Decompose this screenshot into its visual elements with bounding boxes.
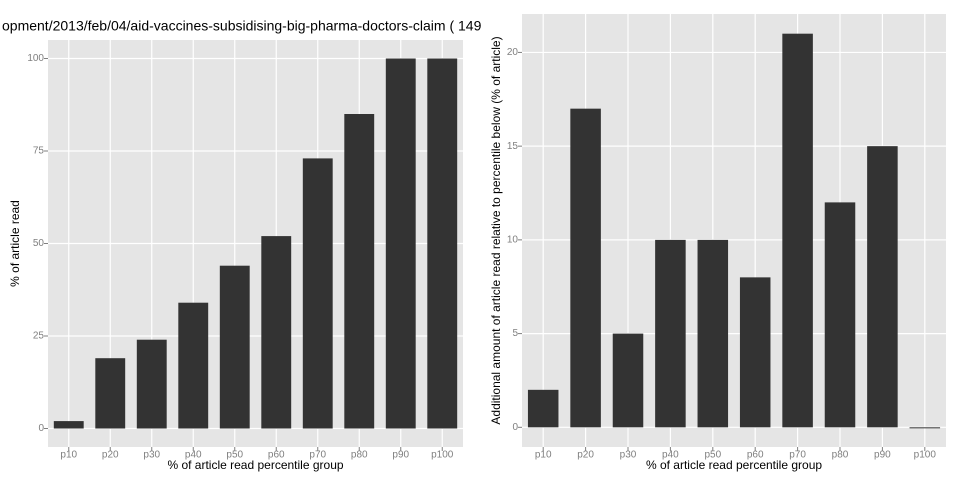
x-tick-label: p90 bbox=[392, 450, 409, 461]
x-tick-label: p10 bbox=[60, 450, 77, 461]
y-tick-label: 25 bbox=[33, 331, 45, 342]
y-tick-label: 5 bbox=[512, 328, 518, 339]
bar bbox=[824, 202, 856, 428]
bar bbox=[655, 239, 686, 428]
y-tick-label: 75 bbox=[33, 146, 45, 157]
y-axis-label: % of article read bbox=[8, 200, 22, 287]
x-tick-label: p20 bbox=[102, 450, 119, 461]
x-tick-label: p70 bbox=[789, 450, 806, 461]
bar bbox=[385, 58, 416, 429]
bar bbox=[612, 333, 644, 428]
bar bbox=[782, 33, 813, 428]
y-tick-label: 0 bbox=[38, 423, 44, 434]
x-tick-label: p80 bbox=[351, 450, 368, 461]
bar bbox=[909, 427, 941, 429]
bar bbox=[427, 58, 458, 429]
x-tick-label: p100 bbox=[431, 450, 454, 461]
y-tick-label: 100 bbox=[27, 53, 44, 64]
x-tick-label: p40 bbox=[185, 450, 202, 461]
chart-title: opment/2013/feb/04/aid-vaccines-subsidis… bbox=[2, 18, 482, 34]
x-tick-label: p60 bbox=[268, 450, 285, 461]
x-tick-label: p30 bbox=[143, 450, 160, 461]
bar bbox=[344, 114, 375, 429]
bar bbox=[261, 236, 292, 429]
x-tick-label: p20 bbox=[577, 450, 594, 461]
y-tick-label: 10 bbox=[507, 235, 519, 246]
bar bbox=[219, 265, 250, 429]
bar bbox=[570, 108, 601, 428]
y-tick-label: 50 bbox=[33, 238, 45, 249]
y-tick-label: 20 bbox=[507, 47, 519, 58]
x-axis-label: % of article read percentile group bbox=[167, 458, 343, 472]
x-tick-label: p50 bbox=[226, 450, 243, 461]
bar bbox=[739, 277, 771, 428]
bar bbox=[527, 389, 559, 428]
x-tick-label: p10 bbox=[535, 450, 552, 461]
bar bbox=[136, 339, 167, 429]
y-tick-label: 0 bbox=[512, 422, 518, 433]
bar bbox=[53, 421, 84, 429]
x-tick-label: p50 bbox=[704, 450, 721, 461]
x-tick-label: p60 bbox=[747, 450, 764, 461]
x-tick-label: p80 bbox=[832, 450, 849, 461]
x-tick-label: p40 bbox=[662, 450, 679, 461]
bar bbox=[697, 239, 729, 428]
y-tick-label: 15 bbox=[507, 141, 519, 152]
bar bbox=[867, 146, 898, 428]
bar bbox=[302, 158, 333, 429]
bar bbox=[95, 358, 126, 429]
x-tick-label: p100 bbox=[914, 450, 937, 461]
x-tick-label: p70 bbox=[309, 450, 326, 461]
x-axis-label: % of article read percentile group bbox=[646, 458, 822, 472]
bar bbox=[178, 302, 209, 429]
y-axis-label: Additional amount of article read relati… bbox=[489, 36, 503, 424]
x-tick-label: p30 bbox=[620, 450, 637, 461]
x-tick-label: p90 bbox=[874, 450, 891, 461]
